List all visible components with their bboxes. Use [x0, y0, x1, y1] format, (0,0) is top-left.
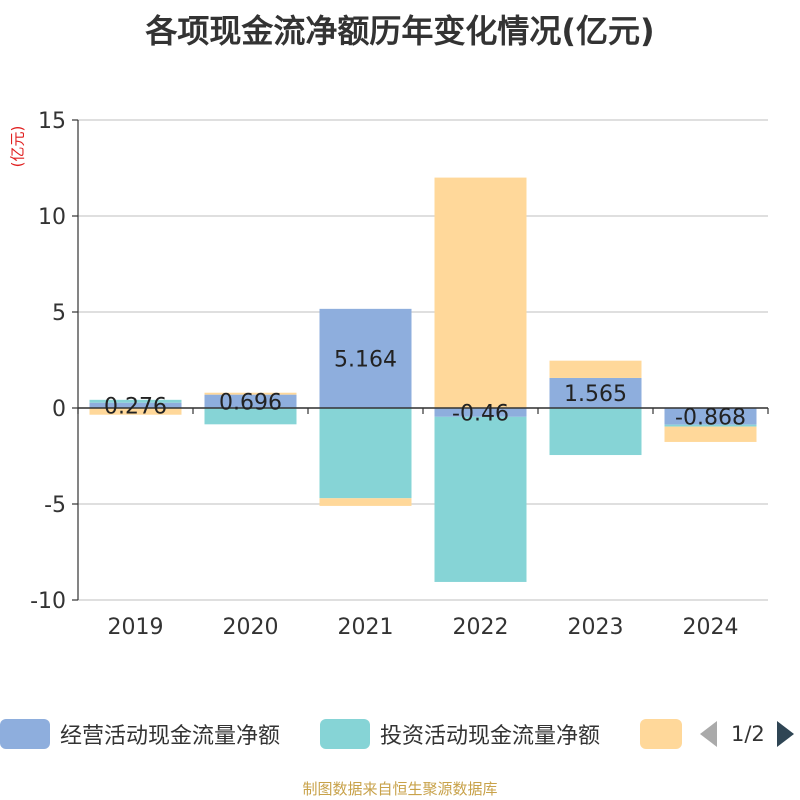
data-label: 1.565	[564, 382, 627, 407]
x-tick-label: 2024	[683, 615, 739, 640]
y-tick-label: 5	[52, 301, 66, 326]
x-tick-label: 2019	[108, 615, 164, 640]
bar-series-0	[549, 377, 642, 408]
data-label: 0.276	[104, 394, 167, 419]
data-source-note: 制图数据来自恒生聚源数据库	[302, 780, 498, 798]
legend-page-indicator: 1/2	[731, 722, 765, 746]
data-label: 0.696	[219, 390, 282, 415]
y-tick-label: 0	[52, 397, 66, 422]
x-tick-label: 2021	[338, 615, 394, 640]
bar-series-2	[319, 498, 412, 506]
bar-series-1	[549, 408, 642, 456]
y-tick-label: 15	[38, 109, 66, 134]
bar-series-1	[319, 408, 412, 499]
prev-page-arrow-icon[interactable]	[700, 721, 717, 747]
y-tick-label: -10	[30, 589, 66, 614]
bar-series-2	[204, 392, 297, 395]
x-tick-label: 2023	[568, 615, 624, 640]
data-label: -0.46	[452, 401, 509, 426]
legend-item-investing[interactable]: 投资活动现金流量净额	[320, 716, 600, 752]
bar-series-1	[434, 416, 527, 582]
bar-series-0	[204, 394, 297, 408]
legend-pager: 1/2	[700, 716, 794, 752]
bar-series-0	[319, 308, 412, 408]
bar-series-1	[664, 424, 757, 427]
legend-label-operating: 经营活动现金流量净额	[60, 724, 281, 749]
bar-series-0	[89, 402, 182, 408]
data-label: 5.164	[334, 347, 397, 372]
data-label: -0.868	[675, 405, 746, 430]
next-page-arrow-icon[interactable]	[776, 721, 794, 747]
chart-title: 各项现金流净额历年变化情况(亿元)	[145, 12, 655, 50]
stacked-bar-chart: 15 10 5 0 -5 -10 2019 2020 2021 2022 2023 2024 0.276…	[30, 109, 769, 640]
legend-swatch-financing	[640, 719, 682, 749]
legend-label-investing: 投资活动现金流量净额	[380, 724, 601, 749]
x-tick-label: 2022	[453, 615, 509, 640]
legend-item-financing[interactable]	[640, 716, 682, 752]
bar-series-2	[549, 360, 642, 378]
y-tick-label: 10	[38, 205, 66, 230]
y-tick-label: -5	[44, 493, 66, 518]
legend-swatch-operating	[0, 719, 50, 749]
legend-swatch-investing	[320, 719, 370, 749]
bar-series-0	[664, 408, 757, 425]
bar-series-1	[204, 408, 297, 425]
bar-series-2	[434, 177, 527, 408]
legend-item-operating[interactable]: 经营活动现金流量净额	[0, 716, 280, 752]
bar-series-1	[89, 399, 182, 403]
bar-series-2	[664, 426, 757, 442]
bar-series-0	[434, 408, 527, 417]
legend: 经营活动现金流量净额 投资活动现金流量净额 1/2	[0, 716, 800, 756]
bar-series-2	[89, 408, 182, 415]
x-tick-label: 2020	[223, 615, 279, 640]
